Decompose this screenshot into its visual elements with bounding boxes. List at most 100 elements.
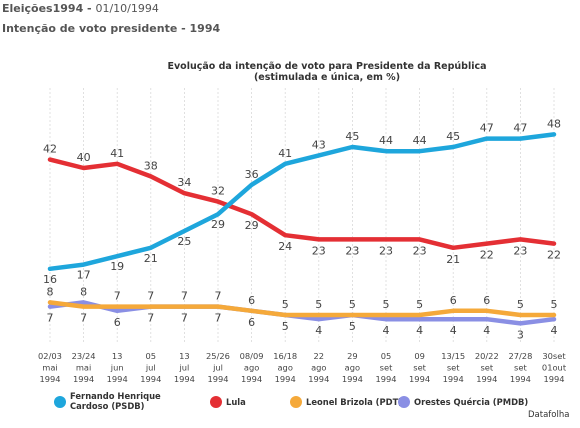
data-label: 19 (110, 260, 124, 273)
data-label: 23 (345, 244, 359, 257)
data-label: 47 (480, 122, 494, 135)
x-tick-label: set (380, 363, 393, 373)
x-tick-label: 16/18 (273, 351, 297, 361)
data-label: 7 (181, 312, 188, 325)
data-label: 25 (177, 235, 191, 248)
data-label: 43 (312, 138, 326, 151)
data-label: 6 (450, 294, 457, 307)
x-tick-label: 1994 (241, 374, 262, 384)
x-tick-label: 13/15 (441, 351, 465, 361)
x-tick-label: 01out (542, 363, 567, 373)
data-label: 44 (379, 134, 393, 147)
data-label: 42 (43, 143, 57, 156)
x-tick-label: 1994 (174, 374, 195, 384)
x-tick-label: 09 (414, 351, 425, 361)
data-label: 4 (315, 324, 322, 337)
data-label: 29 (245, 219, 259, 232)
data-label: 21 (446, 253, 460, 266)
data-label: 7 (215, 312, 222, 325)
data-label: 5 (383, 298, 390, 311)
data-label: 21 (144, 252, 158, 265)
data-label: 41 (110, 147, 124, 160)
series-line-2 (47, 300, 557, 318)
data-label: 7 (80, 312, 87, 325)
data-label: 3 (517, 328, 524, 341)
data-label: 23 (312, 244, 326, 257)
x-tick-label: mai (42, 363, 57, 373)
legend-swatch (54, 396, 66, 408)
data-label: 6 (114, 316, 121, 329)
chart-subtitle: (estimulada e única, em %) (254, 72, 400, 83)
x-tick-label: 1994 (107, 374, 128, 384)
x-tick-label: 1994 (543, 374, 564, 384)
x-tick-label: 1994 (375, 374, 396, 384)
legend-label: Fernando Henrique (70, 391, 161, 401)
x-tick-label: 02/03 (38, 351, 62, 361)
x-tick-label: 23/24 (72, 351, 96, 361)
data-label: 7 (147, 290, 154, 303)
data-label: 22 (480, 249, 494, 262)
data-label: 5 (551, 298, 558, 311)
data-label: 23 (513, 244, 527, 257)
x-tick-label: 1994 (73, 374, 94, 384)
legend-swatch (210, 396, 222, 408)
data-label: 7 (114, 290, 121, 303)
data-label: 36 (245, 168, 259, 181)
x-tick-label: 25/26 (206, 351, 230, 361)
data-label: 6 (483, 294, 490, 307)
data-labels: 1642871740781941762138772534772932773629… (43, 117, 561, 341)
x-tick-label: set (514, 363, 527, 373)
data-label: 5 (517, 298, 524, 311)
x-tick-label: 1994 (39, 374, 60, 384)
section-link[interactable]: Eleições1994 (2, 2, 84, 15)
data-label: 48 (547, 117, 561, 130)
data-label: 5 (349, 320, 356, 333)
legend-label: Cardoso (PSDB) (70, 401, 145, 411)
x-axis-tick-labels: 02/03mai199423/24mai199413jun199405jul19… (38, 351, 567, 384)
data-label: 4 (416, 324, 423, 337)
data-label: 38 (144, 159, 158, 172)
data-label: 23 (379, 244, 393, 257)
x-tick-label: 08/09 (240, 351, 264, 361)
data-label: 5 (315, 298, 322, 311)
x-tick-label: ago (244, 363, 259, 373)
data-label: 41 (278, 147, 292, 160)
x-tick-label: 30set (542, 351, 566, 361)
x-tick-label: 13 (179, 351, 190, 361)
data-label: 4 (383, 324, 390, 337)
x-tick-label: set (480, 363, 493, 373)
x-tick-label: jul (212, 363, 223, 373)
x-tick-label: set (447, 363, 460, 373)
data-label: 6 (248, 316, 255, 329)
data-label: 44 (413, 134, 427, 147)
x-tick-label: 1994 (207, 374, 228, 384)
x-tick-label: 29 (347, 351, 358, 361)
data-label: 47 (513, 122, 527, 135)
x-tick-label: jul (178, 363, 189, 373)
data-label: 32 (211, 185, 225, 198)
x-tick-label: 05 (146, 351, 157, 361)
source-label: Datafolha (528, 410, 569, 420)
data-label: 8 (80, 285, 87, 298)
x-tick-label: ago (345, 363, 360, 373)
x-tick-label: ago (311, 363, 326, 373)
breadcrumb-separator: - (83, 2, 96, 15)
series-lines (47, 132, 557, 326)
x-tick-label: mai (76, 363, 91, 373)
data-label: 24 (278, 240, 292, 253)
data-label: 4 (551, 324, 558, 337)
page-date: 01/10/1994 (95, 2, 159, 15)
x-tick-label: 1994 (510, 374, 531, 384)
vertical-gridlines (49, 88, 555, 344)
x-tick-label: 1994 (140, 374, 161, 384)
legend-label: Lula (226, 397, 246, 407)
data-label: 5 (416, 298, 423, 311)
data-label: 6 (248, 294, 255, 307)
series-line-1 (47, 157, 557, 251)
page-title: Intenção de voto presidente - 1994 (2, 22, 221, 35)
x-tick-label: 20/22 (475, 351, 499, 361)
data-label: 7 (147, 312, 154, 325)
x-tick-label: 1994 (275, 374, 296, 384)
chart-title: Evolução da intenção de voto para Presid… (167, 61, 486, 72)
page-header: Eleições1994 - 01/10/1994 Intenção de vo… (0, 0, 580, 40)
